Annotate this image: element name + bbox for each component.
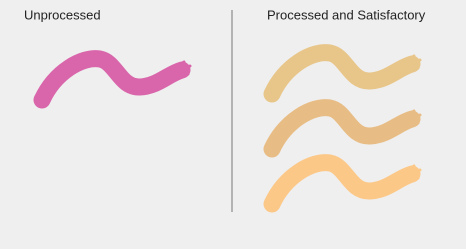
diagram: Unprocessed Processed and Satisfactory bbox=[0, 0, 466, 249]
panel-label: Processed and Satisfactory bbox=[267, 7, 426, 22]
page: Unprocessed Processed and Satisfactory (… bbox=[0, 0, 466, 249]
panel-label: Unprocessed bbox=[24, 7, 101, 22]
